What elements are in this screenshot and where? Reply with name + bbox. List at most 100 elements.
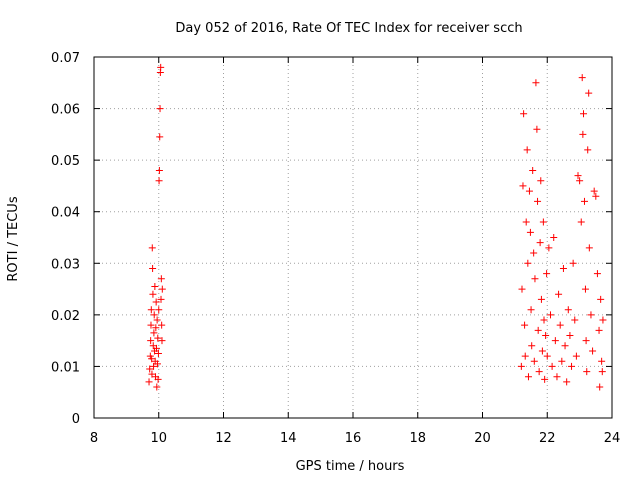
data-point: [542, 331, 550, 339]
data-point: [534, 326, 542, 334]
data-point: [158, 285, 166, 293]
data-point: [540, 316, 548, 324]
data-point: [579, 130, 587, 138]
data-point: [563, 378, 571, 386]
y-tick-label: 0.06: [51, 103, 80, 118]
data-point: [578, 74, 586, 82]
data-point: [543, 352, 551, 360]
data-point: [147, 306, 155, 314]
data-point: [546, 311, 554, 319]
data-point: [597, 295, 605, 303]
x-tick-label: 16: [345, 431, 362, 446]
data-point: [551, 337, 559, 345]
x-tick-label: 20: [474, 431, 491, 446]
data-point: [520, 110, 528, 118]
data-point: [585, 244, 593, 252]
data-point: [545, 244, 553, 252]
data-point: [524, 373, 532, 381]
data-point: [580, 110, 588, 118]
data-point: [518, 285, 526, 293]
data-point: [156, 133, 164, 141]
data-point: [556, 321, 564, 329]
data-point: [541, 375, 549, 383]
data-point: [596, 383, 604, 391]
data-point: [580, 197, 588, 205]
data-point: [572, 352, 580, 360]
data-point: [582, 337, 590, 345]
grid-lines: [94, 57, 612, 418]
data-point: [548, 362, 556, 370]
x-tick-label: 12: [215, 431, 232, 446]
data-point: [157, 295, 165, 303]
data-point: [532, 79, 540, 87]
data-point: [524, 259, 532, 267]
data-point: [537, 295, 545, 303]
data-point: [568, 362, 576, 370]
x-tick-label: 18: [409, 431, 426, 446]
data-point: [536, 239, 544, 247]
y-tick-label: 0: [72, 412, 80, 427]
data-point: [533, 125, 541, 133]
data-point: [521, 352, 529, 360]
data-point: [587, 311, 595, 319]
data-point: [593, 270, 601, 278]
data-point: [519, 182, 527, 190]
data-point: [150, 311, 158, 319]
data-point: [155, 177, 163, 185]
chart-title: Day 052 of 2016, Rate Of TEC Index for r…: [175, 21, 522, 36]
data-point: [531, 275, 539, 283]
plot-frame: [93, 56, 613, 419]
data-point: [146, 365, 154, 373]
data-point: [581, 285, 589, 293]
y-tick-label: 0.01: [51, 360, 80, 375]
data-point: [147, 337, 155, 345]
data-point: [158, 337, 166, 345]
data-point: [156, 105, 164, 113]
x-tick-label: 10: [150, 431, 167, 446]
data-point: [530, 249, 538, 257]
x-tick-label: 22: [539, 431, 556, 446]
data-point: [157, 275, 165, 283]
x-tick-label: 24: [604, 431, 621, 446]
data-point: [154, 375, 162, 383]
y-tick-label: 0.05: [51, 154, 80, 169]
data-point: [526, 228, 534, 236]
data-point: [530, 357, 538, 365]
data-point: [598, 357, 606, 365]
data-point: [155, 306, 163, 314]
data-point: [599, 316, 607, 324]
data-point: [590, 187, 598, 195]
data-point: [153, 360, 161, 368]
data-point: [150, 362, 158, 370]
tick-labels: 8 10 12 14 16 18 20 22 24 0 0.01 0.02 0.03 0.04 0.05 0.…: [51, 51, 620, 446]
data-point: [559, 264, 567, 272]
data-point: [157, 63, 165, 71]
y-axis-label: ROTI / TECUs: [6, 196, 21, 281]
y-tick-label: 0.02: [51, 309, 80, 324]
data-point: [571, 316, 579, 324]
data-point: [539, 218, 547, 226]
data-point: [145, 378, 153, 386]
data-point: [534, 197, 542, 205]
data-point: [598, 368, 606, 376]
data-point: [151, 282, 159, 290]
data-point: [528, 342, 536, 350]
data-point: [148, 244, 156, 252]
x-tick-label: 8: [90, 431, 98, 446]
data-point: [595, 326, 603, 334]
data-point: [538, 347, 546, 355]
data-point: [525, 187, 533, 195]
data-point: [517, 362, 525, 370]
data-point: [584, 146, 592, 154]
data-point: [550, 234, 558, 241]
data-point: [564, 306, 572, 314]
y-tick-label: 0.07: [51, 51, 80, 66]
data-point: [152, 298, 160, 306]
data-point: [152, 324, 160, 332]
data-point: [576, 177, 584, 185]
data-point: [155, 166, 163, 174]
data-point: [521, 321, 529, 329]
data-point: [152, 344, 160, 352]
data-point: [148, 370, 156, 378]
data-point: [577, 218, 585, 226]
